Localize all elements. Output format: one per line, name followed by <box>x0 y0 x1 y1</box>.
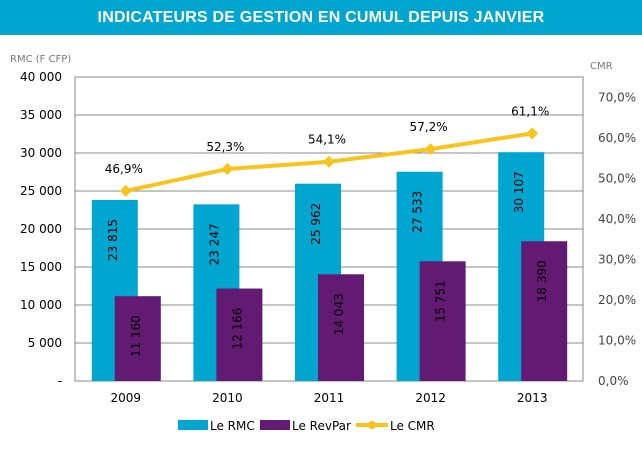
point-cmr <box>221 163 234 176</box>
y-tick-label: 40 000 <box>20 70 62 84</box>
data-label-revpar: 12 166 <box>230 308 244 350</box>
x-tick-label: 2010 <box>212 391 243 405</box>
x-tick-label: 2013 <box>517 391 548 405</box>
y-tick-label: 30 000 <box>20 146 62 160</box>
data-label-rmc: 30 107 <box>512 171 526 213</box>
y2-tick-label: 50,0% <box>598 171 636 185</box>
bar-revpar <box>114 296 161 381</box>
y-tick-label: - <box>58 374 62 388</box>
y-tick-label: 5 000 <box>28 336 62 350</box>
y2-tick-label: 20,0% <box>598 293 636 307</box>
y2-tick-label: 60,0% <box>598 131 636 145</box>
data-label-cmr: 54,1% <box>308 133 346 147</box>
y-axis-label: RMC (F CFP) <box>10 54 71 65</box>
y2-tick-label: 0,0% <box>598 374 629 388</box>
point-cmr <box>323 155 335 168</box>
data-label-rmc: 27 533 <box>411 191 425 233</box>
legend-label-revpar: Le RevPar <box>292 419 351 433</box>
y2-tick-label: 70,0% <box>598 90 636 104</box>
data-label-cmr: 61,1% <box>511 104 549 118</box>
bar-revpar <box>318 274 364 381</box>
point-cmr <box>526 127 539 140</box>
y-tick-label: 10 000 <box>20 298 62 312</box>
legend-label-rmc: Le RMC <box>210 419 255 433</box>
data-label-rmc: 25 962 <box>309 203 323 245</box>
legend-swatch-revpar <box>260 420 290 430</box>
data-label-revpar: 11 160 <box>129 315 143 357</box>
y2-tick-label: 10,0% <box>598 333 636 347</box>
data-label-cmr: 46,9% <box>105 162 143 176</box>
chart-title: INDICATEURS DE GESTION EN CUMUL DEPUIS J… <box>0 0 642 35</box>
y-tick-label: 25 000 <box>20 184 62 198</box>
y2-axis-label: CMR <box>590 61 613 72</box>
y2-tick-label: 30,0% <box>598 252 636 266</box>
data-label-rmc: 23 815 <box>106 219 120 261</box>
data-label-cmr: 52,3% <box>206 140 244 154</box>
legend-label-cmr: Le CMR <box>390 419 435 433</box>
data-label-rmc: 23 247 <box>207 223 221 265</box>
legend-swatch-rmc <box>178 420 208 430</box>
y-tick-label: 15 000 <box>20 260 62 274</box>
data-label-revpar: 18 390 <box>535 260 549 302</box>
bar-revpar <box>521 241 568 381</box>
y-tick-label: 20 000 <box>20 222 62 236</box>
legend-marker-cmr <box>368 421 376 429</box>
data-label-cmr: 57,2% <box>410 120 448 134</box>
x-tick-label: 2009 <box>111 391 142 405</box>
data-label-revpar: 14 043 <box>332 293 346 335</box>
bar-revpar <box>419 261 466 381</box>
y2-tick-label: 40,0% <box>598 212 636 226</box>
data-label-revpar: 15 751 <box>434 280 448 322</box>
x-tick-label: 2012 <box>415 391 446 405</box>
x-tick-label: 2011 <box>314 391 345 405</box>
bar-revpar <box>216 288 263 381</box>
point-cmr <box>119 184 132 197</box>
point-cmr <box>424 143 437 156</box>
y-tick-label: 35 000 <box>20 108 62 122</box>
